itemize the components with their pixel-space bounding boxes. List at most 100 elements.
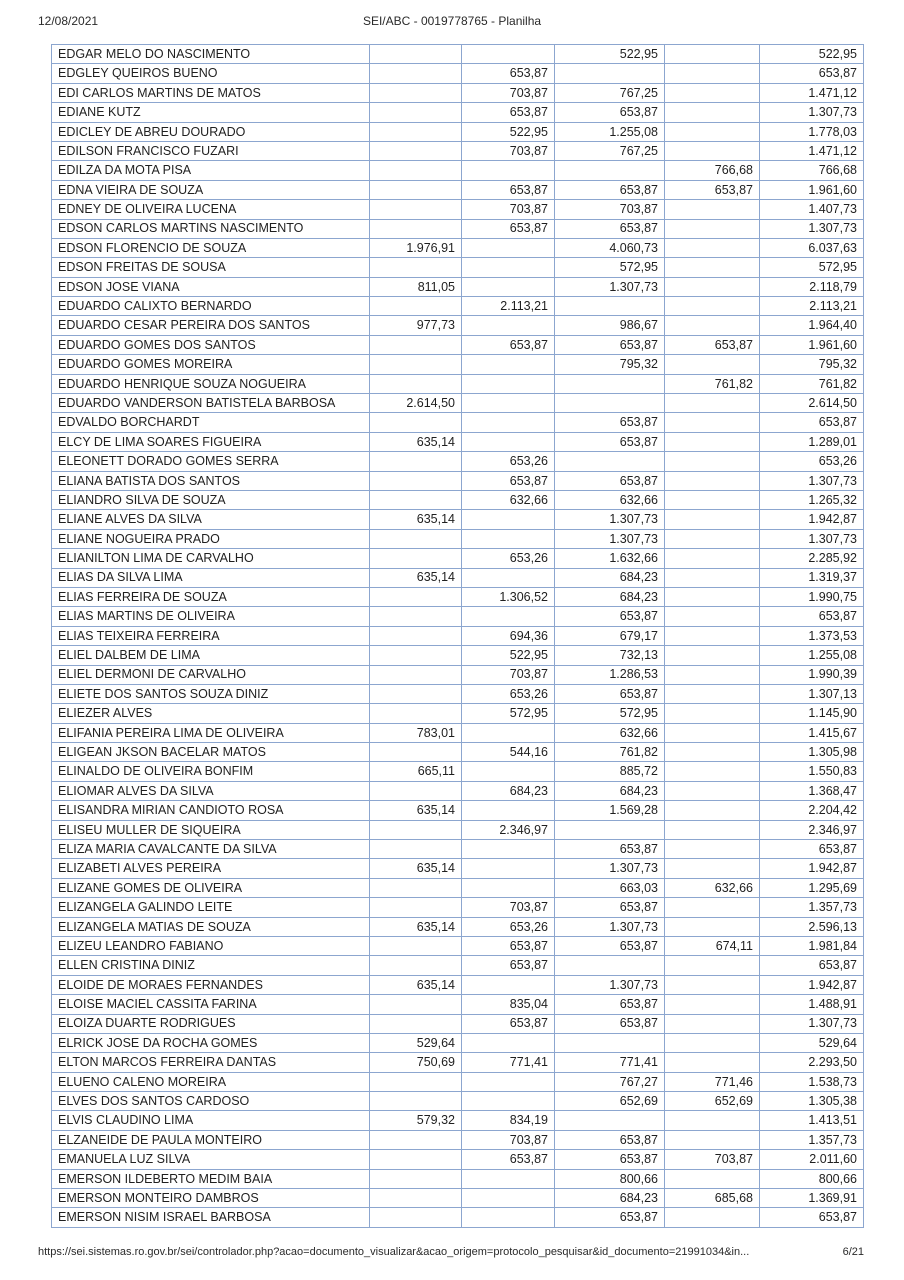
cell-v1 xyxy=(369,354,462,375)
cell-v1 xyxy=(369,742,462,763)
cell-name: EDILSON FRANCISCO FUZARI xyxy=(51,140,370,162)
cell-v4 xyxy=(664,703,760,724)
cell-v4 xyxy=(664,509,760,530)
cell-v2: 684,23 xyxy=(461,780,555,802)
cell-v3: 767,27 xyxy=(554,1071,665,1093)
table-row: ELISANDRA MIRIAN CANDIOTO ROSA 635,14 1.56… xyxy=(51,800,864,821)
cell-v3: 684,23 xyxy=(554,1188,665,1209)
cell-v2 xyxy=(461,1188,555,1209)
table-row: ELIZABETI ALVES PEREIRA 635,14 1.307,73 1.9… xyxy=(51,858,864,879)
cell-name: ELEONETT DORADO GOMES SERRA xyxy=(51,451,370,472)
cell-name: EDSON FLORENCIO DE SOUZA xyxy=(51,237,370,259)
table-row: EDSON FLORENCIO DE SOUZA 1.976,91 4.060,73… xyxy=(51,237,864,259)
table-row: ELEONETT DORADO GOMES SERRA 653,26 653,26 xyxy=(51,451,864,472)
cell-v2 xyxy=(461,1168,555,1190)
cell-v3 xyxy=(554,1110,665,1131)
cell-v4 xyxy=(664,780,760,802)
cell-name: ELIZANE GOMES DE OLIVEIRA xyxy=(51,877,370,899)
header-date: 12/08/2021 xyxy=(38,14,99,28)
cell-v4 xyxy=(664,819,760,841)
cell-total: 1.961,60 xyxy=(759,334,864,356)
cell-v2: 653,87 xyxy=(461,470,555,491)
table-row: ELIANE ALVES DA SILVA 635,14 1.307,73 1.942… xyxy=(51,509,864,530)
cell-v2 xyxy=(461,877,555,899)
cell-total: 761,82 xyxy=(759,373,864,395)
table-row: ELZANEIDE DE PAULA MONTEIRO 703,87 653,87 1… xyxy=(51,1129,864,1151)
cell-total: 795,32 xyxy=(759,354,864,375)
table-row: EMERSON ILDEBERTO MEDIM BAIA 800,66 800,66 xyxy=(51,1168,864,1190)
footer-page-number: 6/21 xyxy=(842,1246,864,1258)
cell-v4 xyxy=(664,761,760,782)
cell-v4 xyxy=(664,470,760,491)
cell-v4 xyxy=(664,548,760,569)
cell-v3: 1.307,73 xyxy=(554,974,665,996)
cell-v4 xyxy=(664,1168,760,1190)
cell-v1 xyxy=(369,703,462,724)
cell-total: 1.413,51 xyxy=(759,1110,864,1131)
cell-v1: 783,01 xyxy=(369,722,462,744)
cell-v4 xyxy=(664,199,760,220)
cell-v3 xyxy=(554,451,665,472)
cell-v1 xyxy=(369,121,462,142)
table-row: EDUARDO GOMES MOREIRA 795,32 795,32 xyxy=(51,354,864,375)
table-row: EDUARDO VANDERSON BATISTELA BARBOSA 2.614… xyxy=(51,393,864,414)
cell-name: ELOIDE DE MORAES FERNANDES xyxy=(51,974,370,996)
cell-total: 2.293,50 xyxy=(759,1052,864,1073)
table-row: EDVALDO BORCHARDT 653,87 653,87 xyxy=(51,412,864,433)
cell-v1 xyxy=(369,334,462,356)
table-row: ELIZANE GOMES DE OLIVEIRA 663,03 632,66 1.2… xyxy=(51,877,864,899)
table-row: ELIAS FERREIRA DE SOUZA 1.306,52 684,23 1.9… xyxy=(51,586,864,608)
cell-v3: 885,72 xyxy=(554,761,665,782)
cell-v3: 653,87 xyxy=(554,1013,665,1034)
cell-name: ELIZA MARIA CAVALCANTE DA SILVA xyxy=(51,839,370,860)
cell-v1 xyxy=(369,1207,462,1228)
cell-v3: 1.307,73 xyxy=(554,528,665,550)
cell-total: 1.942,87 xyxy=(759,509,864,530)
cell-v3: 632,66 xyxy=(554,489,665,511)
table-row: ELCY DE LIMA SOARES FIGUEIRA 635,14 653,87… xyxy=(51,431,864,453)
table-row: EDNEY DE OLIVEIRA LUCENA 703,87 703,87 1.40… xyxy=(51,199,864,220)
cell-name: ELIEL DALBEM DE LIMA xyxy=(51,645,370,666)
cell-v3 xyxy=(554,819,665,841)
cell-v2 xyxy=(461,761,555,782)
cell-v3: 653,87 xyxy=(554,179,665,201)
cell-name: ELIAS TEIXEIRA FERREIRA xyxy=(51,625,370,647)
cell-v2: 2.113,21 xyxy=(461,296,555,317)
cell-name: ELCY DE LIMA SOARES FIGUEIRA xyxy=(51,431,370,453)
cell-v1: 635,14 xyxy=(369,916,462,937)
cell-v3: 653,87 xyxy=(554,1129,665,1151)
cell-v3: 652,69 xyxy=(554,1091,665,1112)
cell-v2: 653,87 xyxy=(461,179,555,201)
cell-v1: 635,14 xyxy=(369,509,462,530)
cell-v4 xyxy=(664,1032,760,1054)
cell-v4 xyxy=(664,1013,760,1034)
cell-total: 653,87 xyxy=(759,1207,864,1228)
table-row: ELIAS MARTINS DE OLIVEIRA 653,87 653,87 xyxy=(51,606,864,627)
cell-v2 xyxy=(461,800,555,821)
table-row: ELVIS CLAUDINO LIMA 579,32 834,19 1.413,51 xyxy=(51,1110,864,1131)
cell-v4 xyxy=(664,237,760,259)
cell-name: ELIZANGELA MATIAS DE SOUZA xyxy=(51,916,370,937)
table-row: EMERSON MONTEIRO DAMBROS 684,23 685,68 1.36… xyxy=(51,1188,864,1209)
cell-v3: 653,87 xyxy=(554,412,665,433)
cell-v3 xyxy=(554,1032,665,1054)
cell-v4 xyxy=(664,82,760,104)
cell-total: 766,68 xyxy=(759,160,864,181)
cell-v4 xyxy=(664,102,760,123)
cell-v4 xyxy=(664,121,760,142)
table-row: ELIEL DERMONI DE CARVALHO 703,87 1.286,53 1… xyxy=(51,664,864,685)
table-row: EDGLEY QUEIROS BUENO 653,87 653,87 xyxy=(51,63,864,84)
table-row: EDSON FREITAS DE SOUSA 572,95 572,95 xyxy=(51,257,864,278)
cell-v1 xyxy=(369,373,462,395)
cell-v3: 986,67 xyxy=(554,315,665,336)
cell-v3: 653,87 xyxy=(554,470,665,491)
cell-total: 2.614,50 xyxy=(759,393,864,414)
cell-name: ELISEU MULLER DE SIQUEIRA xyxy=(51,819,370,841)
cell-v2: 703,87 xyxy=(461,82,555,104)
cell-v2: 653,87 xyxy=(461,102,555,123)
cell-name: ELIEZER ALVES xyxy=(51,703,370,724)
cell-v3: 653,87 xyxy=(554,994,665,1015)
cell-v1 xyxy=(369,412,462,433)
cell-name: EDSON CARLOS MARTINS NASCIMENTO xyxy=(51,218,370,239)
cell-name: ELRICK JOSE DA ROCHA GOMES xyxy=(51,1032,370,1054)
